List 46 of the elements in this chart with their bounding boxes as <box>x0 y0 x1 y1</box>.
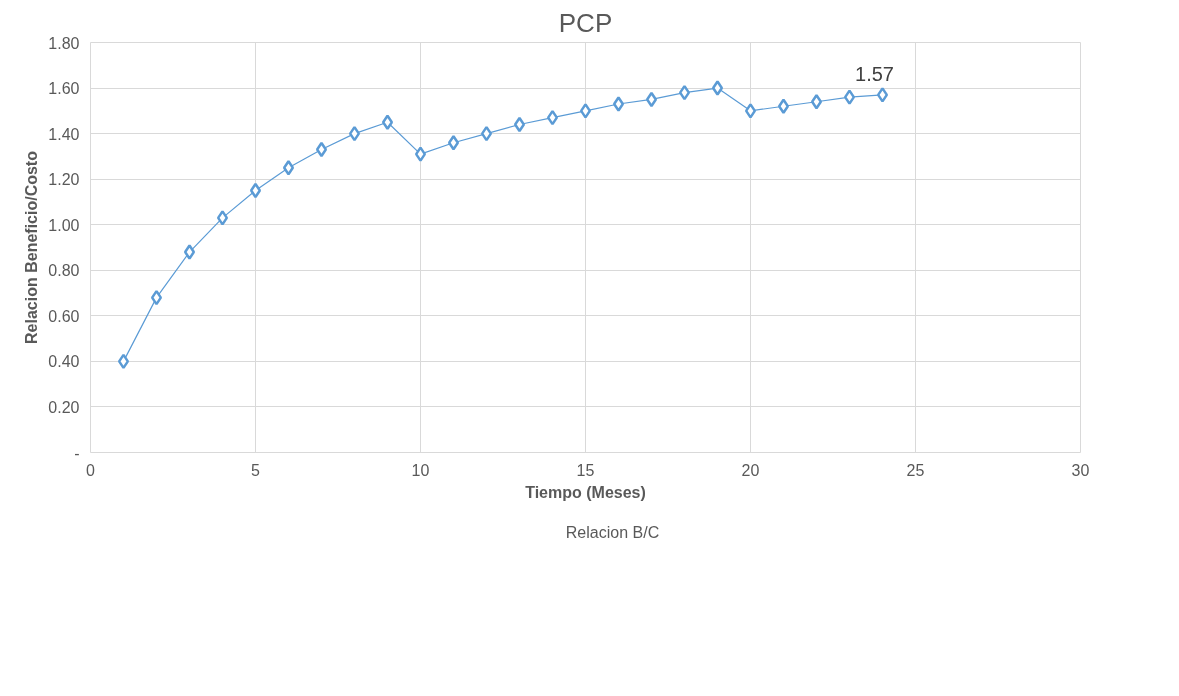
x-tick-label: 25 <box>906 461 925 479</box>
x-tick-label: 30 <box>1071 461 1090 479</box>
point <box>216 210 229 226</box>
point <box>315 141 328 158</box>
y-tick-label: 1.60 <box>48 80 80 98</box>
point <box>612 96 625 112</box>
point <box>678 84 691 101</box>
x-tick-label: 0 <box>86 461 96 479</box>
point <box>381 114 394 130</box>
x-tick-label: 15 <box>576 461 595 479</box>
y-tick-label: 1.00 <box>48 216 80 234</box>
point <box>876 87 889 103</box>
x-axis-title: Tiempo (Meses) <box>525 483 646 501</box>
point <box>348 125 361 142</box>
point <box>645 91 658 108</box>
y-tick-label: 1.40 <box>48 125 80 143</box>
point <box>414 146 427 162</box>
point <box>249 182 262 199</box>
text: Relacion B/C <box>565 524 660 542</box>
point <box>843 89 856 105</box>
point <box>447 134 460 151</box>
point <box>744 103 757 119</box>
y-tick-label: 0.20 <box>48 398 80 416</box>
x-tick-label: 5 <box>251 461 261 479</box>
point <box>546 109 559 126</box>
point <box>150 289 163 306</box>
point <box>513 116 526 133</box>
point <box>777 98 790 115</box>
point <box>117 353 130 370</box>
y-tick-label: 1.80 <box>48 34 80 52</box>
y-tick-label: 0.40 <box>48 353 80 371</box>
y-axis-title: Relacion Beneficio/Costo <box>23 150 41 344</box>
point <box>282 160 295 176</box>
y-tick-label: 0.80 <box>48 262 80 280</box>
y-tick-label: - <box>74 444 80 462</box>
x-tick-label: 10 <box>411 461 430 479</box>
point <box>810 93 823 110</box>
point <box>711 80 724 96</box>
y-tick-label: 1.20 <box>48 171 80 189</box>
point <box>183 244 196 260</box>
chart-title: PCP <box>558 7 613 38</box>
data-label: 1.57 <box>855 62 894 85</box>
point <box>579 103 592 119</box>
y-tick-label: 0.60 <box>48 307 80 325</box>
point <box>480 125 493 142</box>
x-tick-label: 20 <box>741 461 760 479</box>
